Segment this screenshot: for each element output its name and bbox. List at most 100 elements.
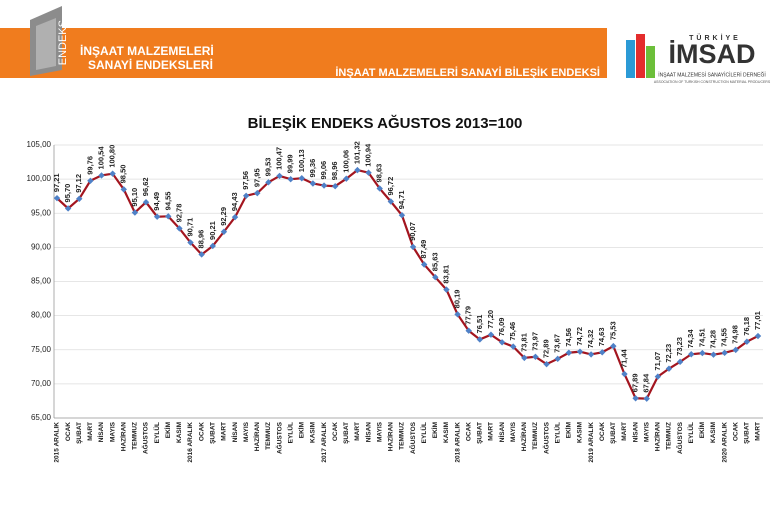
point-marker — [587, 351, 595, 358]
value-label: 99,99 — [286, 154, 295, 173]
value-label: 94,49 — [152, 192, 161, 211]
x-tick-label: KASIM — [310, 422, 317, 443]
x-tick-label: OCAK — [198, 422, 205, 441]
chart-title: BİLEŞİK ENDEKS AĞUSTOS 2013=100 — [248, 114, 523, 132]
value-label: 92,29 — [219, 207, 228, 226]
point-marker — [142, 198, 150, 206]
x-tick-label: MAYIS — [376, 421, 383, 442]
value-label: 71,07 — [653, 352, 662, 371]
x-tick-label: ŞUBAT — [744, 422, 751, 444]
point-marker — [510, 343, 517, 350]
x-tick-label: ŞUBAT — [209, 422, 216, 444]
value-label: 90,07 — [408, 222, 417, 241]
x-tick-label: 2016 ARALIK — [187, 422, 194, 463]
value-label: 96,72 — [386, 177, 395, 196]
value-label: 97,95 — [252, 168, 261, 187]
x-tick-label: MART — [621, 422, 628, 441]
value-label: 98,96 — [330, 161, 339, 180]
point-marker — [599, 349, 606, 356]
point-marker — [398, 212, 406, 219]
value-label: 80,19 — [453, 290, 462, 309]
value-label: 98,50 — [119, 165, 128, 184]
y-tick-label: 95,00 — [31, 208, 52, 217]
value-label: 94,55 — [163, 192, 172, 211]
x-tick-label: MART — [488, 422, 495, 441]
point-marker — [532, 353, 539, 360]
x-tick-label: EKİM — [431, 422, 439, 438]
x-tick-label: KASIM — [577, 422, 584, 443]
x-tick-label: MAYIS — [243, 421, 250, 442]
point-marker — [265, 179, 272, 186]
point-marker — [198, 251, 205, 258]
x-tick-label: KASIM — [443, 422, 450, 443]
point-marker — [632, 395, 639, 402]
point-marker — [187, 239, 194, 246]
x-tick-label: MAYIS — [643, 421, 650, 442]
value-label: 76,09 — [497, 318, 506, 337]
value-label: 74,32 — [586, 330, 595, 349]
point-marker — [343, 175, 350, 182]
point-marker — [231, 213, 239, 221]
x-tick-label: TEMMUZ — [532, 422, 539, 450]
x-tick-label: ŞUBAT — [477, 422, 484, 444]
x-tick-label: AĞUSTOS — [141, 421, 150, 454]
value-label: 92,78 — [174, 204, 183, 223]
right-title: İNŞAAT MALZEMELERİ SANAYİ BİLEŞİK ENDEKS… — [335, 66, 600, 79]
x-tick-label: 2019 ARALIK — [588, 422, 595, 463]
x-tick-label: TEMMUZ — [399, 422, 406, 450]
value-label: 74,34 — [686, 329, 695, 349]
x-tick-label: OCAK — [732, 422, 739, 441]
point-marker — [621, 370, 628, 378]
point-marker — [654, 373, 662, 380]
point-marker — [710, 351, 717, 358]
x-tick-label: HAZİRAN — [654, 422, 662, 452]
x-tick-label: OCAK — [65, 422, 72, 441]
point-marker — [721, 349, 728, 357]
value-label: 74,98 — [731, 325, 740, 344]
x-tick-label: HAZİRAN — [119, 422, 127, 452]
x-tick-label: EKİM — [298, 422, 306, 438]
x-tick-label: NİSAN — [498, 422, 506, 443]
value-label: 74,56 — [564, 328, 573, 347]
x-tick-label: MART — [755, 422, 762, 441]
point-marker — [743, 338, 751, 345]
value-label: 77,01 — [753, 311, 762, 330]
x-tick-label: MAYIS — [510, 421, 517, 442]
value-label: 100,94 — [364, 143, 373, 167]
value-label: 83,81 — [441, 265, 450, 284]
point-marker — [220, 228, 228, 235]
x-tick-label: TEMMUZ — [666, 422, 673, 450]
y-tick-label: 70,00 — [31, 379, 52, 388]
value-label: 90,21 — [208, 221, 217, 240]
point-marker — [209, 242, 216, 250]
value-label: 99,53 — [263, 158, 272, 177]
x-tick-label: AĞUSTOS — [541, 421, 550, 454]
header-bar — [0, 28, 607, 78]
logo-mark — [636, 34, 645, 78]
y-tick-label: 105,00 — [27, 140, 52, 149]
point-marker — [521, 354, 528, 362]
value-label: 87,49 — [419, 240, 428, 259]
value-label: 75,46 — [508, 322, 517, 341]
x-tick-label: HAZİRAN — [387, 422, 395, 452]
x-tick-label: OCAK — [332, 422, 339, 441]
logo-mark — [626, 40, 635, 78]
y-tick-label: 85,00 — [31, 277, 52, 286]
x-tick-label: NİSAN — [631, 422, 639, 443]
x-tick-label: EYLÜL — [285, 422, 294, 443]
value-label: 67,89 — [631, 373, 640, 392]
value-label: 98,63 — [375, 164, 384, 183]
value-label: 85,63 — [430, 252, 439, 271]
x-tick-label: ŞUBAT — [610, 422, 617, 444]
point-marker — [454, 311, 461, 318]
point-marker — [665, 365, 673, 372]
value-label: 95,10 — [130, 188, 139, 207]
point-marker — [699, 349, 706, 357]
value-label: 99,76 — [85, 156, 94, 175]
logo-inner — [36, 18, 56, 70]
point-marker — [276, 172, 283, 180]
logo-text: ENDEKS — [57, 20, 69, 65]
point-marker — [176, 225, 183, 232]
x-tick-label: EKİM — [698, 422, 706, 438]
